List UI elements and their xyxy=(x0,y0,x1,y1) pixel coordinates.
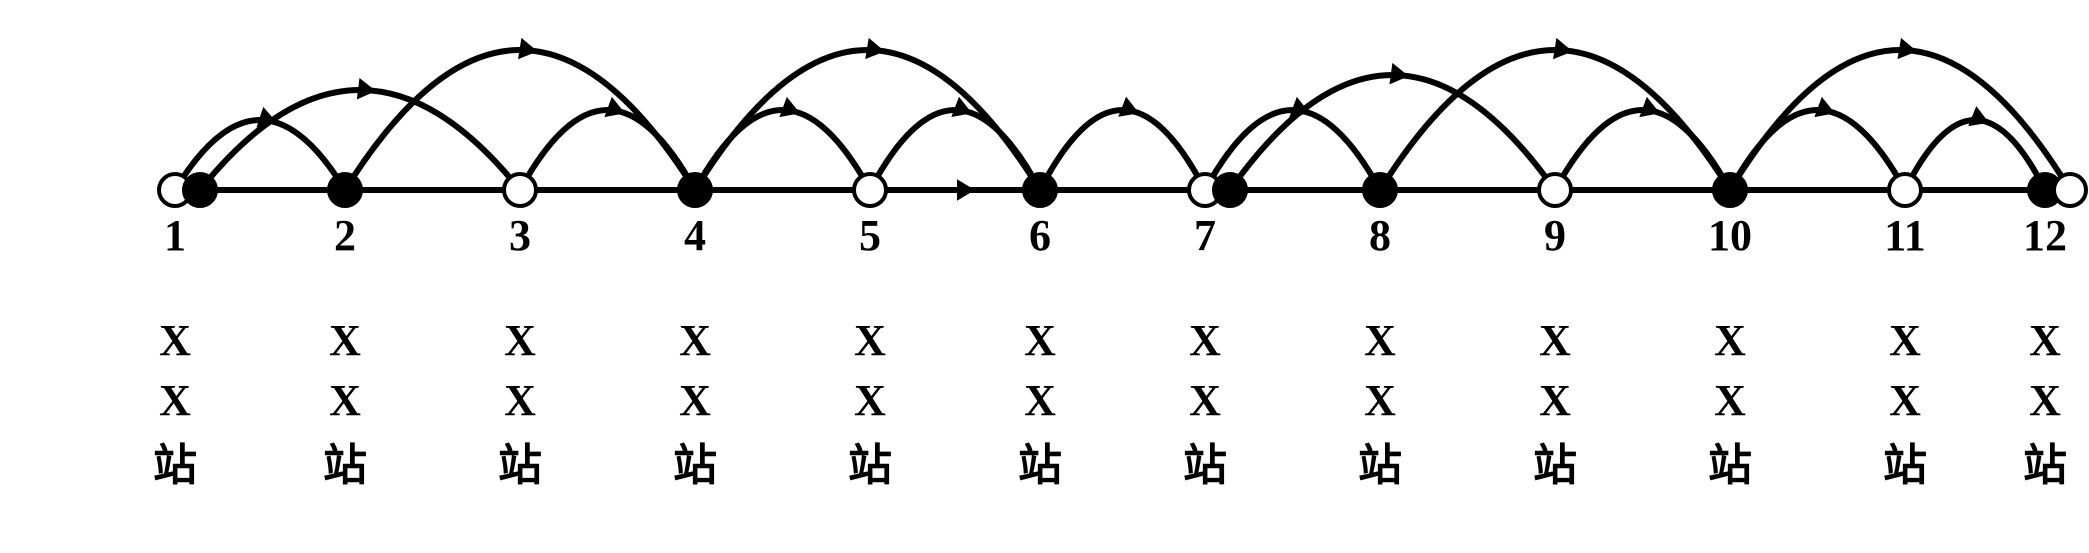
station-label-12-row-2: 站 xyxy=(2023,441,2067,490)
station-label-10-row-1: X xyxy=(1714,376,1746,425)
axis-arrowhead xyxy=(957,179,975,201)
node-number-1: 1 xyxy=(164,211,186,260)
node-8 xyxy=(1364,174,1396,206)
arc-1 xyxy=(200,90,520,190)
station-label-10-row-2: 站 xyxy=(1708,441,1752,490)
station-label-2-row-2: 站 xyxy=(323,441,367,490)
node-number-9: 9 xyxy=(1544,211,1566,260)
node-number-8: 8 xyxy=(1369,211,1391,260)
station-label-1-row-0: X xyxy=(159,316,191,365)
node-number-12: 12 xyxy=(2023,211,2067,260)
node-7.1 xyxy=(1214,174,1246,206)
station-label-3-row-0: X xyxy=(504,316,536,365)
station-label-3-row-1: X xyxy=(504,376,536,425)
node-1.1 xyxy=(184,174,216,206)
arc-arrowhead-1 xyxy=(357,78,378,102)
node-2 xyxy=(329,174,361,206)
arc-14 xyxy=(1905,120,2045,190)
node-4 xyxy=(679,174,711,206)
node-number-3: 3 xyxy=(509,211,531,260)
node-9 xyxy=(1539,174,1571,206)
station-label-5-row-2: 站 xyxy=(848,441,892,490)
station-label-11-row-2: 站 xyxy=(1883,441,1927,490)
station-label-9-row-1: X xyxy=(1539,376,1571,425)
arc-arrowhead-14 xyxy=(1968,106,1993,133)
station-label-6-row-0: X xyxy=(1024,316,1056,365)
station-label-11-row-0: X xyxy=(1889,316,1921,365)
station-label-11-row-1: X xyxy=(1889,376,1921,425)
node-12.1 xyxy=(2054,174,2086,206)
station-label-5-row-1: X xyxy=(854,376,886,425)
station-label-2-row-1: X xyxy=(329,376,361,425)
node-number-2: 2 xyxy=(334,211,356,260)
node-number-10: 10 xyxy=(1708,211,1752,260)
node-number-4: 4 xyxy=(684,211,706,260)
station-label-9-row-0: X xyxy=(1539,316,1571,365)
node-6 xyxy=(1024,174,1056,206)
arc-11 xyxy=(1555,110,1730,190)
station-label-7-row-1: X xyxy=(1189,376,1221,425)
station-label-7-row-0: X xyxy=(1189,316,1221,365)
station-diagram: 1XX站2XX站3XX站4XX站5XX站6XX站7XX站8XX站9XX站10XX… xyxy=(0,0,2089,553)
station-label-10-row-0: X xyxy=(1714,316,1746,365)
station-label-1-row-2: 站 xyxy=(153,441,197,490)
station-label-9-row-2: 站 xyxy=(1533,441,1577,490)
arc-13 xyxy=(1730,50,2070,190)
station-label-5-row-0: X xyxy=(854,316,886,365)
station-label-8-row-0: X xyxy=(1364,316,1396,365)
arc-7 xyxy=(1040,110,1205,190)
station-label-8-row-1: X xyxy=(1364,376,1396,425)
arc-arrowhead-7 xyxy=(1118,97,1143,124)
station-label-3-row-2: 站 xyxy=(498,441,542,490)
station-label-4-row-0: X xyxy=(679,316,711,365)
arc-arrowhead-9 xyxy=(1389,63,1410,87)
node-number-6: 6 xyxy=(1029,211,1051,260)
station-label-7-row-2: 站 xyxy=(1183,441,1227,490)
node-10 xyxy=(1714,174,1746,206)
station-label-6-row-1: X xyxy=(1024,376,1056,425)
station-label-4-row-2: 站 xyxy=(673,441,717,490)
node-number-5: 5 xyxy=(859,211,881,260)
station-label-4-row-1: X xyxy=(679,376,711,425)
node-3 xyxy=(504,174,536,206)
node-11 xyxy=(1889,174,1921,206)
station-label-12-row-1: X xyxy=(2029,376,2061,425)
station-label-8-row-2: 站 xyxy=(1358,441,1402,490)
arc-6 xyxy=(870,110,1040,190)
arc-3 xyxy=(520,110,695,190)
node-5 xyxy=(854,174,886,206)
node-number-11: 11 xyxy=(1884,211,1926,260)
station-label-6-row-2: 站 xyxy=(1018,441,1062,490)
station-label-1-row-1: X xyxy=(159,376,191,425)
node-number-7: 7 xyxy=(1194,211,1216,260)
station-label-12-row-0: X xyxy=(2029,316,2061,365)
station-label-2-row-0: X xyxy=(329,316,361,365)
